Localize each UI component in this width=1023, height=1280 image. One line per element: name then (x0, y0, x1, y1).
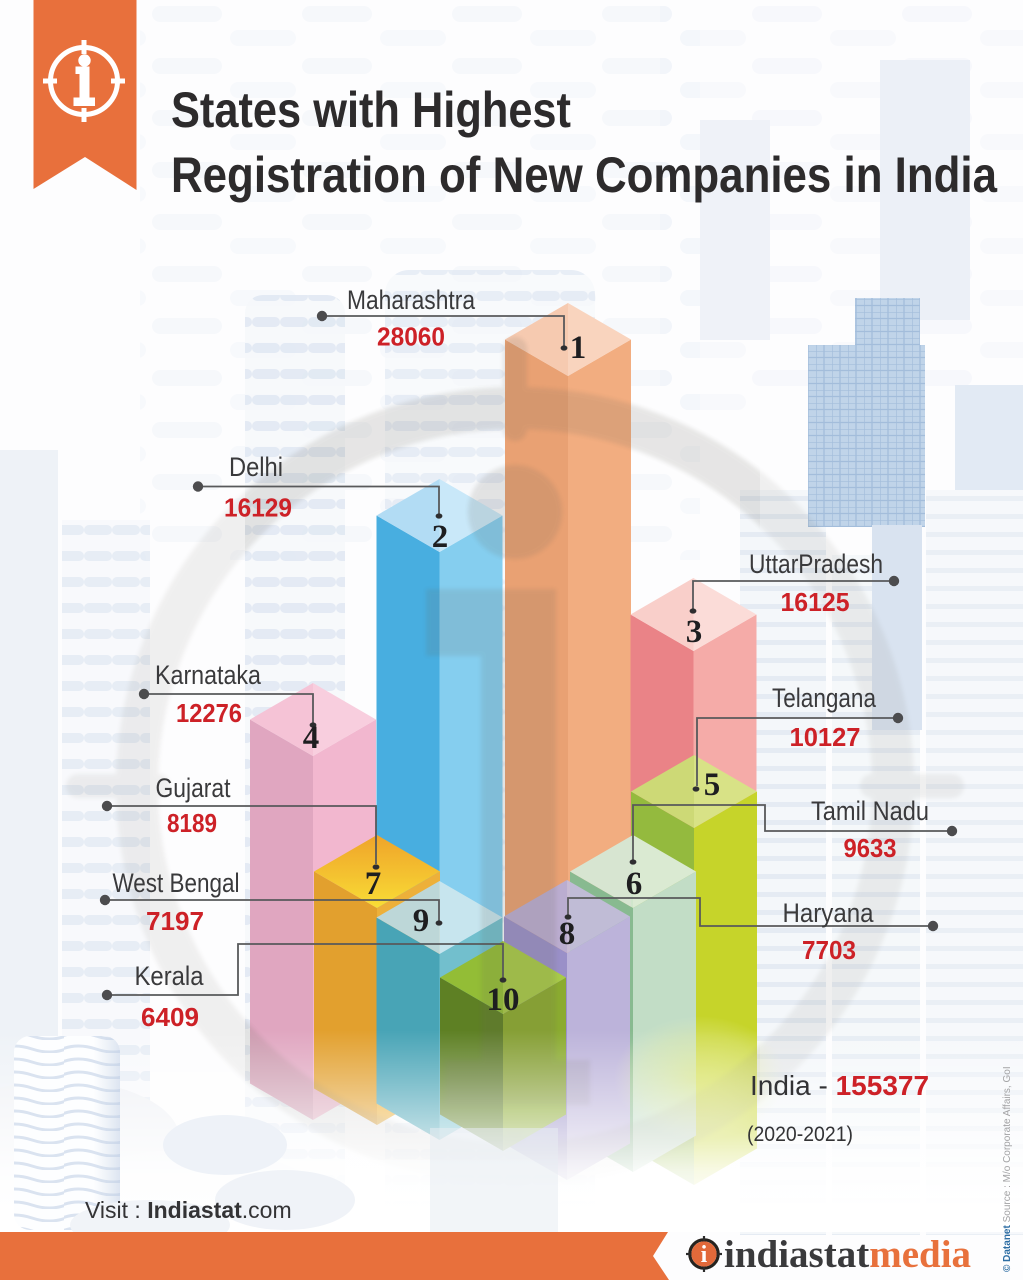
svg-text:9: 9 (413, 903, 430, 939)
svg-text:12276: 12276 (176, 698, 242, 728)
svg-text:16129: 16129 (224, 493, 292, 523)
svg-text:Telangana: Telangana (772, 683, 877, 713)
svg-text:West Bengal: West Bengal (113, 868, 240, 898)
svg-text:Visit : Indiastat.com: Visit : Indiastat.com (85, 1197, 292, 1223)
svg-text:i: i (701, 1242, 708, 1268)
svg-text:28060: 28060 (377, 322, 445, 352)
svg-text:7703: 7703 (802, 935, 856, 965)
svg-text:Registration of New Companies: Registration of New Companies in India (171, 147, 998, 203)
svg-text:6409: 6409 (141, 1002, 199, 1032)
svg-text:7: 7 (365, 866, 382, 902)
svg-text:Gujarat: Gujarat (156, 773, 231, 803)
svg-text:8189: 8189 (167, 808, 217, 838)
svg-text:States with Highest: States with Highest (171, 82, 571, 138)
svg-text:3: 3 (686, 614, 703, 650)
svg-text:Haryana: Haryana (783, 898, 875, 928)
svg-text:6: 6 (626, 866, 643, 902)
svg-text:(2020-2021): (2020-2021) (747, 1123, 853, 1146)
svg-text:1: 1 (570, 330, 587, 366)
svg-text:16125: 16125 (781, 587, 850, 617)
svg-text:Kerala: Kerala (135, 961, 205, 991)
svg-text:Delhi: Delhi (229, 452, 283, 482)
svg-text:Maharashtra: Maharashtra (347, 285, 476, 315)
svg-text:8: 8 (559, 916, 576, 952)
svg-text:9633: 9633 (844, 833, 897, 863)
svg-text:Karnataka: Karnataka (155, 660, 262, 690)
svg-text:10: 10 (487, 982, 520, 1018)
svg-text:Tamil Nadu: Tamil Nadu (811, 796, 929, 826)
svg-text:indiastatmedia: indiastatmedia (724, 1233, 971, 1276)
svg-text:5: 5 (704, 767, 721, 803)
svg-text:7197: 7197 (146, 906, 204, 936)
svg-text:10127: 10127 (790, 722, 861, 752)
svg-text:India - 155377: India - 155377 (750, 1070, 929, 1101)
svg-text:© Datanet Source : M/o Corpo: © Datanet Source : M/o Corporate Affairs… (1002, 1066, 1013, 1272)
svg-text:4: 4 (303, 720, 320, 756)
svg-text:UttarPradesh: UttarPradesh (749, 549, 883, 579)
svg-text:2: 2 (432, 519, 449, 555)
